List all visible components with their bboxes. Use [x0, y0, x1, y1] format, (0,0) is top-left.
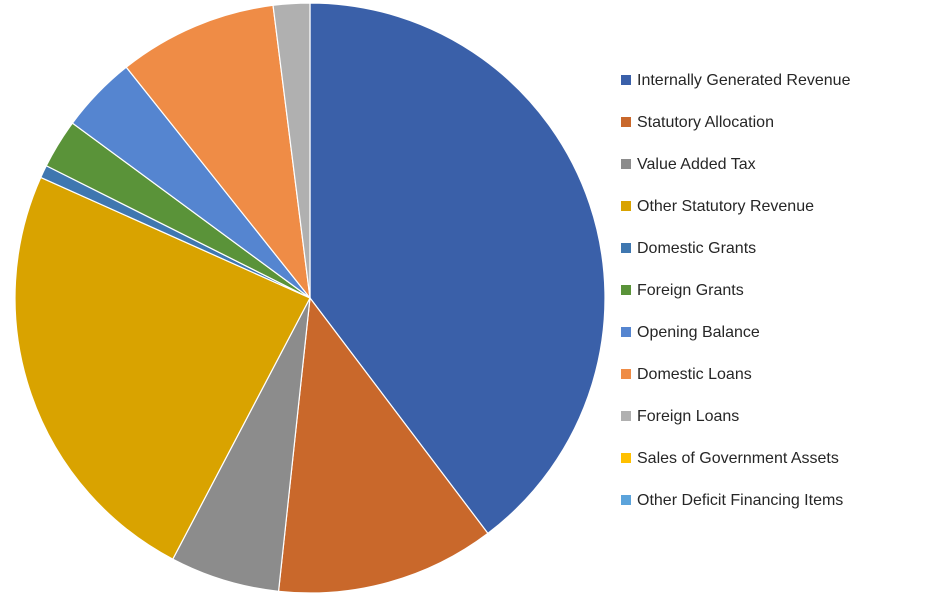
legend-swatch — [621, 75, 631, 85]
legend-label: Domestic Grants — [637, 240, 756, 257]
pie-slice — [277, 296, 489, 594]
legend-label: Statutory Allocation — [637, 114, 774, 131]
pie-slice — [272, 2, 311, 299]
legend-label: Sales of Government Assets — [637, 450, 839, 467]
legend-label: Foreign Grants — [637, 282, 744, 299]
legend-label: Opening Balance — [637, 324, 760, 341]
legend-label: Internally Generated Revenue — [637, 72, 851, 89]
legend-swatch — [621, 495, 631, 505]
legend-swatch — [621, 327, 631, 337]
legend-label: Other Deficit Financing Items — [637, 492, 843, 509]
legend-swatch — [621, 243, 631, 253]
legend-label: Other Statutory Revenue — [637, 198, 814, 215]
legend-swatch — [621, 369, 631, 379]
legend-swatch — [621, 159, 631, 169]
pie-slice — [14, 176, 311, 560]
legend-swatch — [621, 411, 631, 421]
pie-slice — [125, 4, 311, 301]
legend-swatch — [621, 285, 631, 295]
legend-swatch — [621, 453, 631, 463]
legend-label: Value Added Tax — [637, 156, 756, 173]
legend-swatch — [621, 201, 631, 211]
legend-swatch — [621, 117, 631, 127]
legend-label: Domestic Loans — [637, 366, 752, 383]
pie-slice — [309, 2, 606, 535]
legend-label: Foreign Loans — [637, 408, 739, 425]
